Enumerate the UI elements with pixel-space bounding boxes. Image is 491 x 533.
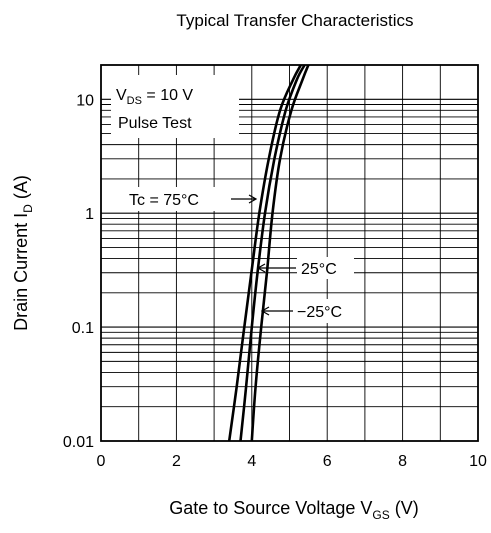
curves xyxy=(227,64,310,442)
x-tick-label: 10 xyxy=(469,453,487,470)
label-75-background xyxy=(124,187,228,211)
x-axis-label: Gate to Source Voltage VGS (V) xyxy=(169,498,419,522)
chart-title: Typical Transfer Characteristics xyxy=(176,11,413,30)
y-axis-symbol: I xyxy=(11,213,31,218)
y-axis-unit: (A) xyxy=(11,175,31,199)
x-axis-symbol: V xyxy=(360,498,372,518)
condition-pulse-test: Pulse Test xyxy=(118,115,192,132)
arrow-25c xyxy=(256,263,296,273)
curve-series-0 xyxy=(227,64,302,442)
curve-series-1 xyxy=(239,64,306,442)
arrow-75c xyxy=(231,194,258,204)
x-tick-label: 2 xyxy=(172,453,181,470)
y-tick-label: 10 xyxy=(76,92,94,109)
conditions-box: VDS = 10 V Pulse Test xyxy=(111,75,239,138)
label-m25-background xyxy=(294,299,357,323)
curve-series-2 xyxy=(250,64,310,442)
x-tick-label: 0 xyxy=(97,453,106,470)
series-label-75c: Tc = 75°C xyxy=(129,192,199,209)
y-axis-label: Drain Current ID (A) xyxy=(11,175,35,331)
condition-vds-value: = 10 V xyxy=(142,87,193,104)
conditions-background xyxy=(111,75,239,138)
x-tick-label: 4 xyxy=(247,453,256,470)
x-axis-label-text: Gate to Source Voltage xyxy=(169,498,355,518)
series-label-25c: 25°C xyxy=(301,261,337,278)
condition-vds-subscript: DS xyxy=(127,95,142,107)
arrow-minus25c xyxy=(260,306,293,316)
x-tick-labels: 0 2 4 6 8 10 xyxy=(97,453,487,470)
x-axis-unit: (V) xyxy=(395,498,419,518)
condition-vds: VDS = 10 V xyxy=(116,87,193,107)
grid xyxy=(101,65,478,441)
y-axis-symbol-subscript: D xyxy=(21,204,35,213)
series-labels: Tc = 75°C 25°C −25°C xyxy=(124,187,357,323)
x-axis-symbol-subscript: GS xyxy=(372,508,389,522)
y-tick-label: 0.01 xyxy=(63,434,94,451)
series-label-minus25c: −25°C xyxy=(297,304,342,321)
y-tick-label: 0.1 xyxy=(72,320,94,337)
x-tick-label: 6 xyxy=(323,453,332,470)
label-25-background xyxy=(297,257,354,279)
y-tick-label: 1 xyxy=(85,206,94,223)
plot-frame xyxy=(100,64,479,442)
x-tick-label: 8 xyxy=(398,453,407,470)
condition-vds-symbol: V xyxy=(116,87,127,104)
y-tick-labels: 0.01 0.1 1 10 xyxy=(63,92,94,451)
y-axis-label-text: Drain Current xyxy=(11,223,31,331)
